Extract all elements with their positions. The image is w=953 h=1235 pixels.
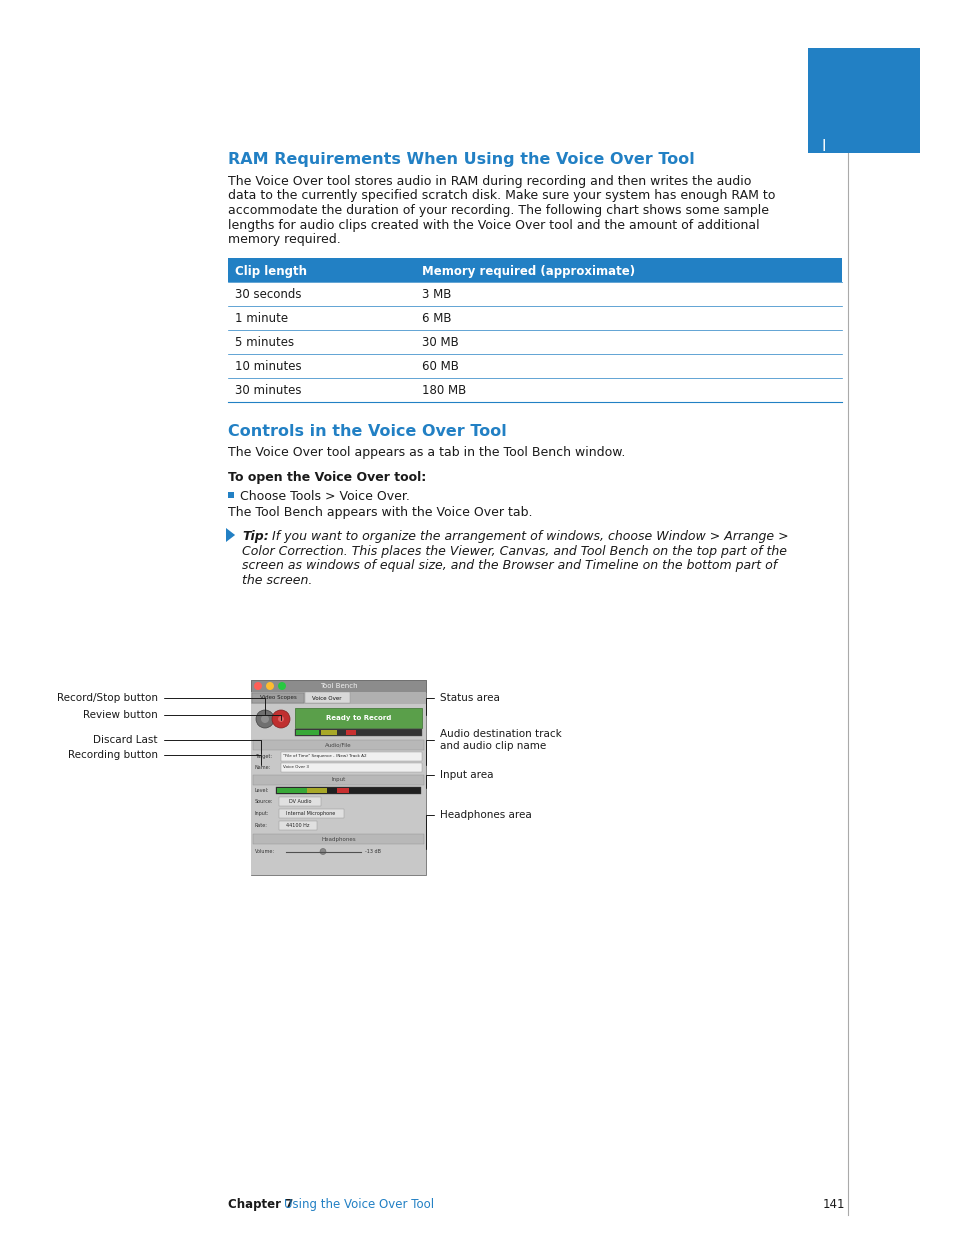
- Bar: [253, 740, 423, 750]
- Bar: [294, 708, 421, 727]
- Text: The Voice Over tool stores audio in RAM during recording and then writes the aud: The Voice Over tool stores audio in RAM …: [228, 175, 751, 188]
- Text: Level:: Level:: [254, 788, 269, 793]
- Bar: [278, 809, 344, 818]
- Bar: [346, 730, 355, 735]
- Text: Source:: Source:: [254, 799, 274, 804]
- Text: Voice Over: Voice Over: [312, 695, 341, 700]
- Text: accommodate the duration of your recording. The following chart shows some sampl: accommodate the duration of your recordi…: [228, 204, 768, 217]
- Bar: [275, 787, 420, 794]
- Text: Review button: Review button: [83, 710, 281, 720]
- Text: Ready to Record: Ready to Record: [326, 715, 391, 721]
- Text: Video Scopes: Video Scopes: [259, 695, 296, 700]
- Text: Using the Voice Over Tool: Using the Voice Over Tool: [284, 1198, 434, 1212]
- Text: memory required.: memory required.: [228, 233, 340, 246]
- Text: Chapter 7: Chapter 7: [228, 1198, 293, 1212]
- Text: Volume:: Volume:: [254, 848, 274, 853]
- Bar: [294, 729, 421, 736]
- Polygon shape: [226, 529, 234, 542]
- Bar: [253, 834, 423, 844]
- Text: 5 minutes: 5 minutes: [234, 336, 294, 348]
- Bar: [807, 48, 919, 153]
- Circle shape: [277, 682, 286, 690]
- Bar: [228, 258, 841, 282]
- Text: Name:: Name:: [254, 764, 271, 769]
- Text: screen as windows of equal size, and the Browser and Timeline on the bottom part: screen as windows of equal size, and the…: [242, 559, 777, 572]
- Bar: [278, 821, 316, 830]
- Text: the screen.: the screen.: [242, 573, 312, 587]
- Text: 3 MB: 3 MB: [421, 288, 451, 300]
- Bar: [251, 704, 426, 876]
- Text: Recording button: Recording button: [68, 750, 261, 764]
- Text: 141: 141: [821, 1198, 844, 1212]
- Circle shape: [266, 682, 274, 690]
- Text: 30 seconds: 30 seconds: [234, 288, 301, 300]
- Bar: [253, 776, 423, 785]
- Text: Headphones: Headphones: [321, 836, 355, 841]
- Text: lengths for audio clips created with the Voice Over tool and the amount of addit: lengths for audio clips created with the…: [228, 219, 759, 231]
- Text: Voice Over 3: Voice Over 3: [283, 766, 309, 769]
- Text: Internal Microphone: Internal Microphone: [286, 811, 335, 816]
- Text: data to the currently specified scratch disk. Make sure your system has enough R: data to the currently specified scratch …: [228, 189, 775, 203]
- Circle shape: [253, 682, 262, 690]
- Text: Color Correction. This places the Viewer, Canvas, and Tool Bench on the top part: Color Correction. This places the Viewer…: [242, 545, 786, 557]
- Bar: [278, 797, 320, 806]
- Text: Rate:: Rate:: [254, 823, 268, 827]
- Text: 30 MB: 30 MB: [421, 336, 458, 348]
- Circle shape: [277, 716, 284, 722]
- Text: Audio/File: Audio/File: [325, 742, 352, 747]
- Text: Tip:: Tip:: [242, 530, 269, 543]
- Text: Target:: Target:: [254, 755, 272, 760]
- Bar: [251, 680, 426, 692]
- Bar: [276, 788, 312, 793]
- Text: Audio destination track
and audio clip name: Audio destination track and audio clip n…: [426, 729, 561, 764]
- Text: Input:: Input:: [254, 811, 269, 816]
- Bar: [305, 692, 350, 703]
- Bar: [320, 730, 336, 735]
- Text: 10 minutes: 10 minutes: [234, 359, 301, 373]
- Text: Headphones area: Headphones area: [426, 810, 531, 848]
- Text: Discard Last: Discard Last: [93, 735, 261, 753]
- Circle shape: [272, 710, 290, 727]
- Text: Record/Stop button: Record/Stop button: [57, 693, 265, 714]
- Bar: [251, 680, 426, 876]
- Text: To open the Voice Over tool:: To open the Voice Over tool:: [228, 471, 426, 484]
- Text: 44100 Hz: 44100 Hz: [286, 823, 310, 827]
- Text: I: I: [821, 140, 825, 154]
- Text: 180 MB: 180 MB: [421, 384, 466, 396]
- Text: If you want to organize the arrangement of windows, choose Window > Arrange >: If you want to organize the arrangement …: [264, 530, 788, 543]
- Bar: [295, 730, 318, 735]
- Text: Input: Input: [331, 778, 345, 783]
- Text: RAM Requirements When Using the Voice Over Tool: RAM Requirements When Using the Voice Ov…: [228, 152, 694, 167]
- Text: Memory required (approximate): Memory required (approximate): [421, 264, 635, 278]
- Text: Choose Tools > Voice Over.: Choose Tools > Voice Over.: [240, 490, 410, 503]
- Text: DV Audio: DV Audio: [289, 799, 311, 804]
- Text: 30 minutes: 30 minutes: [234, 384, 301, 396]
- Bar: [228, 492, 233, 498]
- Text: Status area: Status area: [426, 693, 499, 715]
- Text: -13 dB: -13 dB: [365, 848, 380, 853]
- Circle shape: [319, 848, 326, 855]
- Text: 6 MB: 6 MB: [421, 311, 451, 325]
- Bar: [336, 788, 349, 793]
- Text: "File of Time" Sequence - (New) Track A2: "File of Time" Sequence - (New) Track A2: [283, 755, 366, 758]
- Text: The Voice Over tool appears as a tab in the Tool Bench window.: The Voice Over tool appears as a tab in …: [228, 446, 625, 459]
- Text: The Tool Bench appears with the Voice Over tab.: The Tool Bench appears with the Voice Ov…: [228, 506, 532, 519]
- Circle shape: [261, 715, 269, 722]
- Bar: [251, 692, 426, 704]
- Text: 60 MB: 60 MB: [421, 359, 458, 373]
- Circle shape: [255, 710, 274, 727]
- Text: 1 minute: 1 minute: [234, 311, 288, 325]
- Text: Controls in the Voice Over Tool: Controls in the Voice Over Tool: [228, 424, 506, 438]
- Text: Clip length: Clip length: [234, 264, 307, 278]
- Text: Tool Bench: Tool Bench: [319, 683, 357, 689]
- Bar: [252, 693, 304, 703]
- Bar: [307, 788, 327, 793]
- Bar: [281, 752, 421, 761]
- Bar: [281, 763, 421, 772]
- Text: Input area: Input area: [426, 769, 493, 788]
